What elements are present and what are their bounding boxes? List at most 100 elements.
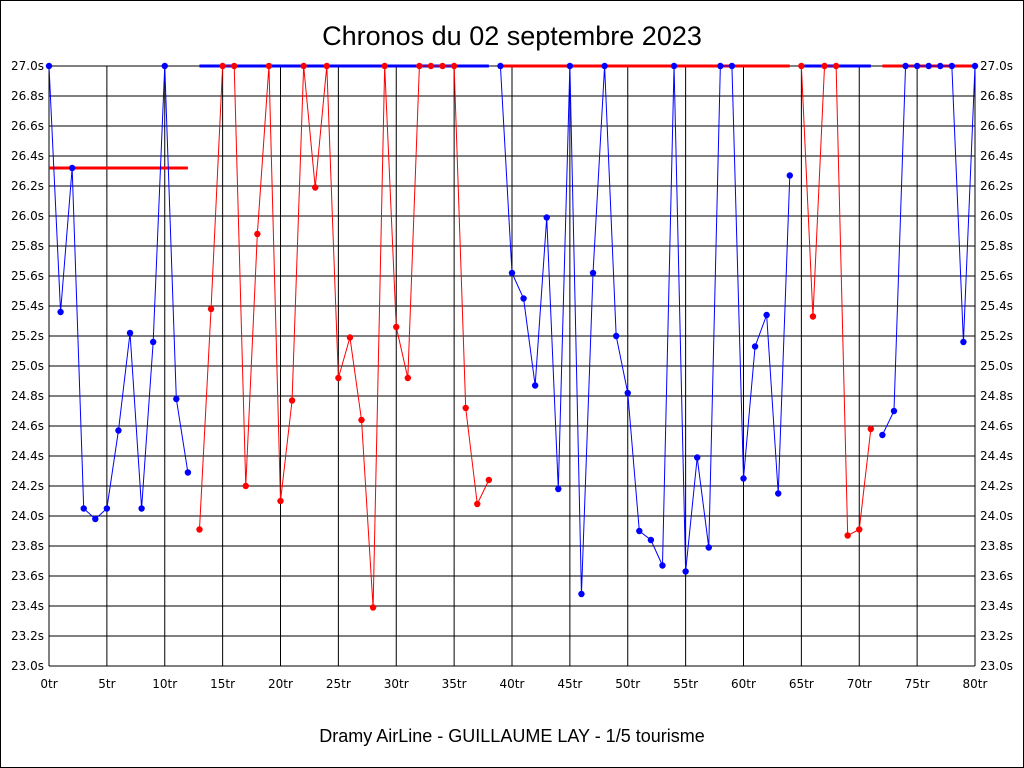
- data-point: [578, 590, 585, 598]
- data-point: [670, 62, 678, 70]
- y-tick-label-right: 23.2s: [980, 629, 1013, 643]
- y-tick-label-left: 25.6s: [11, 269, 44, 283]
- data-point: [312, 184, 319, 191]
- chart-footer: Dramy AirLine - GUILLAUME LAY - 1/5 tour…: [319, 726, 704, 746]
- y-tick-label-left: 26.8s: [11, 89, 44, 103]
- data-point: [358, 416, 365, 424]
- y-tick-label-right: 25.0s: [980, 359, 1013, 373]
- data-point: [346, 334, 354, 341]
- data-point: [242, 482, 249, 490]
- y-tick-label-left: 24.8s: [11, 389, 44, 403]
- y-tick-label-left: 24.4s: [11, 449, 44, 463]
- data-point: [694, 454, 701, 461]
- data-point: [149, 338, 157, 346]
- data-point: [971, 62, 979, 70]
- data-point: [589, 269, 597, 277]
- y-tick-label-left: 24.6s: [11, 419, 44, 433]
- data-point: [231, 62, 238, 70]
- y-tick-label-right: 25.4s: [980, 299, 1013, 313]
- y-tick-label-right: 24.8s: [980, 389, 1013, 403]
- data-point: [335, 374, 342, 382]
- data-point: [798, 62, 805, 70]
- y-tick-label-right: 26.0s: [980, 209, 1013, 223]
- data-point: [103, 505, 111, 512]
- data-point: [566, 62, 574, 70]
- data-point: [832, 62, 840, 70]
- data-point: [775, 490, 782, 497]
- data-point: [913, 62, 921, 70]
- data-point: [173, 395, 180, 403]
- x-tick-label: 65tr: [789, 677, 814, 691]
- x-tick-label: 80tr: [963, 677, 988, 691]
- data-point: [844, 532, 851, 539]
- y-tick-label-left: 23.6s: [11, 569, 44, 583]
- data-point: [636, 527, 643, 535]
- x-tick-label: 0tr: [40, 677, 57, 691]
- x-tick-label: 10tr: [152, 677, 177, 691]
- y-tick-label-left: 23.2s: [11, 629, 44, 643]
- x-tick-label: 20tr: [268, 677, 293, 691]
- data-point: [404, 374, 412, 382]
- data-point: [809, 313, 817, 320]
- y-tick-label-left: 26.2s: [11, 179, 44, 193]
- y-tick-label-left: 25.0s: [11, 359, 44, 373]
- x-tick-label: 30tr: [384, 677, 409, 691]
- y-tick-label-left: 26.6s: [11, 119, 44, 133]
- data-point: [254, 230, 261, 238]
- axis-labels: 23.0s 23.0s 23.2s 23.2s 23.4s 23.4s 23.6s 23.6s…: [11, 59, 1013, 691]
- y-tick-label-right: 26.2s: [980, 179, 1013, 193]
- data-point: [45, 62, 53, 70]
- x-tick-label: 70tr: [847, 677, 872, 691]
- data-point: [937, 62, 944, 70]
- data-point: [265, 62, 273, 70]
- data-point: [786, 172, 793, 179]
- data-point: [288, 397, 296, 404]
- x-tick-label: 50tr: [615, 677, 640, 691]
- data-point: [856, 526, 863, 533]
- y-tick-label-left: 24.2s: [11, 479, 44, 493]
- series-line: [499, 65, 791, 595]
- data-point: [508, 269, 516, 277]
- x-tick-label: 35tr: [442, 677, 467, 691]
- data-point: [890, 407, 898, 415]
- grid: [48, 65, 976, 667]
- data-point: [485, 476, 493, 484]
- y-tick-label-right: 26.4s: [980, 149, 1013, 163]
- data-point: [717, 62, 724, 70]
- data-point: [751, 343, 759, 350]
- data-point: [462, 404, 469, 412]
- data-point: [300, 62, 307, 70]
- data-point: [821, 62, 828, 70]
- series: [45, 62, 979, 611]
- x-tick-label: 40tr: [500, 677, 525, 691]
- data-point: [323, 62, 330, 70]
- data-point: [948, 62, 956, 70]
- data-point: [763, 311, 770, 319]
- y-tick-label-right: 24.6s: [980, 419, 1013, 433]
- data-point: [728, 62, 736, 70]
- x-tick-label: 55tr: [673, 677, 698, 691]
- y-tick-label-right: 23.4s: [980, 599, 1013, 613]
- y-tick-label-right: 24.4s: [980, 449, 1013, 463]
- y-tick-label-right: 24.0s: [980, 509, 1013, 523]
- data-point: [219, 62, 226, 70]
- data-point: [450, 62, 458, 70]
- data-point: [474, 500, 481, 508]
- y-tick-label-left: 25.8s: [11, 239, 44, 253]
- y-tick-label-right: 23.0s: [980, 659, 1013, 673]
- y-tick-label-left: 23.8s: [11, 539, 44, 553]
- y-tick-label-right: 26.8s: [980, 89, 1013, 103]
- y-tick-label-right: 24.2s: [980, 479, 1013, 493]
- data-point: [612, 332, 620, 340]
- data-point: [624, 389, 631, 397]
- data-point: [497, 62, 504, 70]
- data-point: [659, 562, 666, 569]
- data-point: [960, 338, 967, 346]
- y-tick-label-left: 23.0s: [11, 659, 44, 673]
- data-point: [115, 427, 122, 434]
- data-point: [57, 308, 64, 316]
- x-tick-label: 25tr: [326, 677, 351, 691]
- data-point: [531, 382, 539, 389]
